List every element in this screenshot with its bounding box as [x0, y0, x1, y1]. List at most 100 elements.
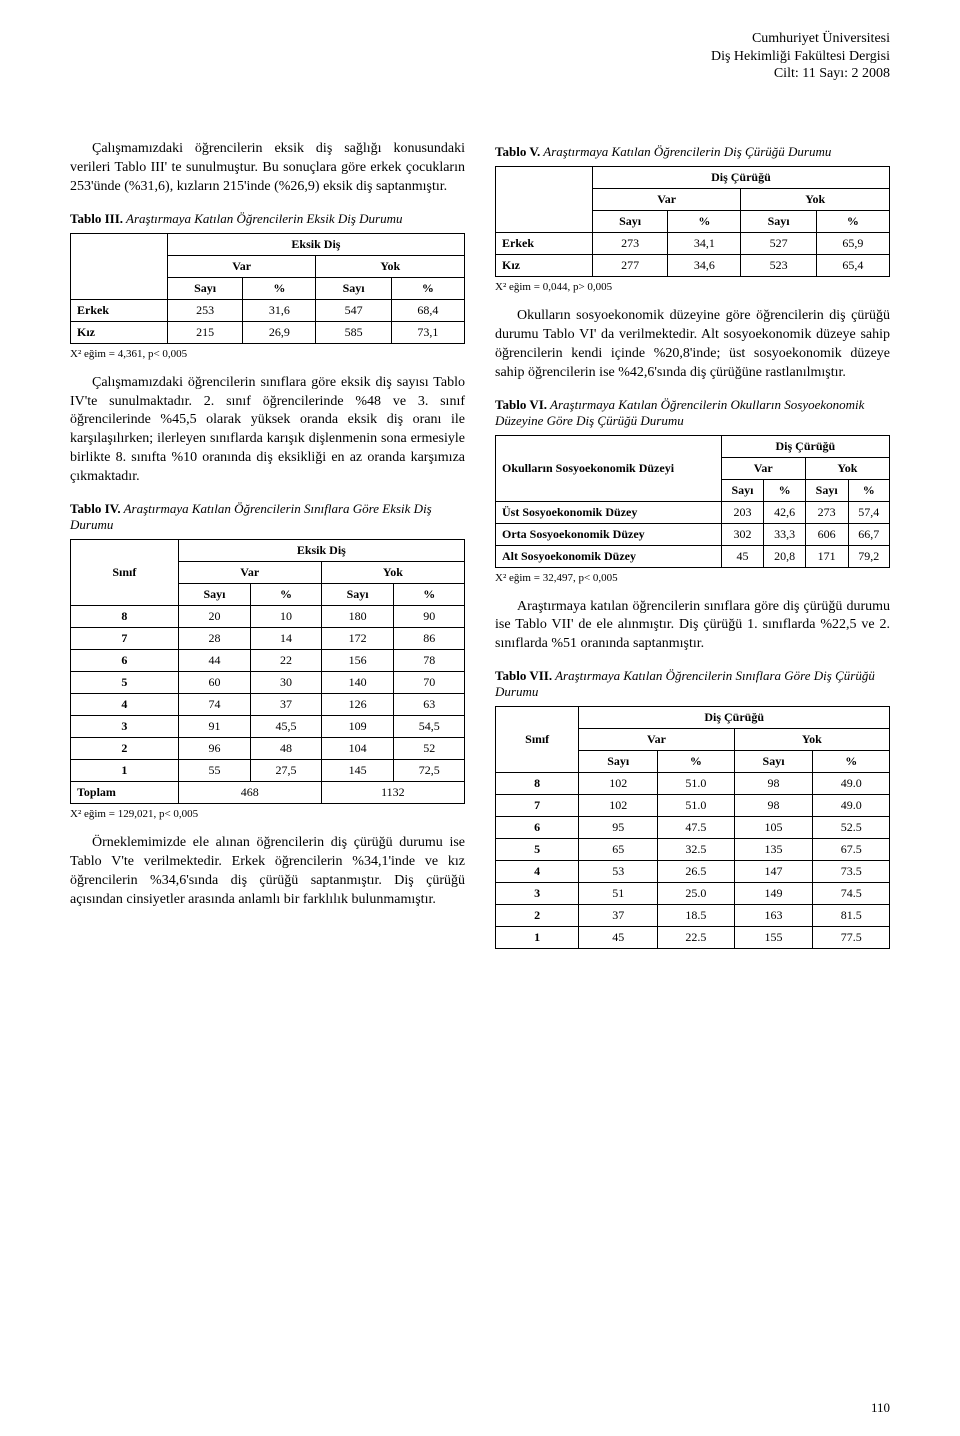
table-7-caption: Tablo VII. Araştırmaya Katılan Öğrencile… [495, 668, 890, 700]
table-row: 5 60 30 140 70 [71, 672, 465, 694]
row-v4: 86 [394, 628, 465, 650]
row-v3: 156 [321, 650, 394, 672]
row-v1: 96 [178, 738, 251, 760]
right-paragraph-2: Araştırmaya katılan öğrencilerin sınıfla… [495, 598, 890, 655]
row-v4: 73.5 [813, 861, 890, 883]
row-v1: 102 [579, 795, 658, 817]
row-v1: 203 [721, 501, 764, 523]
row-label: 7 [71, 628, 179, 650]
row-v4: 65,4 [816, 255, 889, 277]
table-row: 2 37 18.5 163 81.5 [496, 905, 890, 927]
table-4: Sınıf Eksik Diş Var Yok Sayı % Sayı % [70, 539, 465, 804]
row-v2: 45,5 [251, 716, 322, 738]
table-row: 5 65 32.5 135 67.5 [496, 839, 890, 861]
table-5-head-top: Diş Çürüğü [592, 167, 889, 189]
table-7-caption-bold: Tablo VII. [495, 668, 552, 683]
row-label: 2 [71, 738, 179, 760]
journal-header: Cumhuriyet Üniversitesi Diş Hekimliği Fa… [711, 30, 890, 83]
row-v4: 49.0 [813, 773, 890, 795]
row-v2: 14 [251, 628, 322, 650]
table-4-head-var: Var [178, 562, 321, 584]
row-v1: 55 [178, 760, 251, 782]
table-row: 6 44 22 156 78 [71, 650, 465, 672]
row-v3: 172 [321, 628, 394, 650]
row-v2: 18.5 [658, 905, 735, 927]
table-row: 8 102 51.0 98 49.0 [496, 773, 890, 795]
row-v3: 547 [316, 299, 391, 321]
table-4-footnote: X² eğim = 129,021, p< 0,005 [70, 808, 465, 820]
table-3-footnote: X² eğim = 4,361, p< 0,005 [70, 348, 465, 360]
table-5-head-sayi-2: Sayı [741, 211, 816, 233]
table-5-caption-bold: Tablo V. [495, 144, 540, 159]
row-v1: 74 [178, 694, 251, 716]
table-3-caption: Tablo III. Araştırmaya Katılan Öğrencile… [70, 211, 465, 227]
table-5-caption-ital: Araştırmaya Katılan Öğrencilerin Diş Çür… [540, 144, 831, 159]
right-paragraph-1: Okulların sosyoekonomik düzeyine göre öğ… [495, 307, 890, 383]
row-v1: 28 [178, 628, 251, 650]
table-6-head-top: Diş Çürüğü [721, 435, 889, 457]
table-row: Kız 215 26,9 585 73,1 [71, 321, 465, 343]
table-4-head-sayi-2: Sayı [321, 584, 394, 606]
table-3: Eksik Diş Var Yok Sayı % Sayı % Erkek [70, 233, 465, 344]
row-v2: 30 [251, 672, 322, 694]
table-7-head-sayi-1: Sayı [579, 751, 658, 773]
row-label: Üst Sosyoekonomik Düzey [496, 501, 722, 523]
table-6-head-sayi-2: Sayı [805, 479, 848, 501]
table-6-head-sayi-1: Sayı [721, 479, 764, 501]
table-4-total-row: Toplam 468 1132 [71, 782, 465, 804]
table-4-caption: Tablo IV. Araştırmaya Katılan Öğrenciler… [70, 501, 465, 533]
table-row: Kız 277 34,6 523 65,4 [496, 255, 890, 277]
table-row: 4 74 37 126 63 [71, 694, 465, 716]
table-row: 2 96 48 104 52 [71, 738, 465, 760]
row-v1: 91 [178, 716, 251, 738]
table-5-head-pct-2: % [816, 211, 889, 233]
row-label: 1 [496, 927, 579, 949]
row-label: 5 [496, 839, 579, 861]
row-label: 5 [71, 672, 179, 694]
row-v4: 54,5 [394, 716, 465, 738]
table-6-body: Üst Sosyoekonomik Düzey 203 42,6 273 57,… [496, 501, 890, 567]
row-v3: 109 [321, 716, 394, 738]
table-7-head-yok: Yok [734, 729, 889, 751]
row-label: 3 [496, 883, 579, 905]
table-3-blank-head [71, 233, 168, 299]
left-paragraph-2: Çalışmamızdaki öğrencilerin sınıflara gö… [70, 374, 465, 487]
table-5-head-pct-1: % [668, 211, 741, 233]
table-row: 3 91 45,5 109 54,5 [71, 716, 465, 738]
table-6-head-pct-1: % [764, 479, 805, 501]
table-row: Orta Sosyoekonomik Düzey 302 33,3 606 66… [496, 523, 890, 545]
row-v2: 20,8 [764, 545, 805, 567]
row-v3: 98 [734, 795, 813, 817]
row-v4: 66,7 [848, 523, 889, 545]
row-v4: 70 [394, 672, 465, 694]
table-4-total-v3: 1132 [321, 782, 464, 804]
row-label: Erkek [71, 299, 168, 321]
table-3-caption-ital: Araştırmaya Katılan Öğrencilerin Eksik D… [123, 211, 403, 226]
table-row: 7 28 14 172 86 [71, 628, 465, 650]
table-6-caption-bold: Tablo VI. [495, 397, 547, 412]
row-v3: 585 [316, 321, 391, 343]
row-v4: 90 [394, 606, 465, 628]
table-row: Alt Sosyoekonomik Düzey 45 20,8 171 79,2 [496, 545, 890, 567]
row-v3: 606 [805, 523, 848, 545]
row-label: 8 [496, 773, 579, 795]
table-row: 1 55 27,5 145 72,5 [71, 760, 465, 782]
table-7-head-pct-1: % [658, 751, 735, 773]
row-v3: 140 [321, 672, 394, 694]
row-label: 7 [496, 795, 579, 817]
row-v1: 37 [579, 905, 658, 927]
table-row: 1 45 22.5 155 77.5 [496, 927, 890, 949]
row-v1: 20 [178, 606, 251, 628]
left-column: Çalışmamızdaki öğrencilerin eksik diş sa… [70, 140, 465, 953]
row-v2: 47.5 [658, 817, 735, 839]
table-6-row-head: Okulların Sosyoekonomik Düzeyi [496, 435, 722, 501]
row-v3: 163 [734, 905, 813, 927]
row-v2: 48 [251, 738, 322, 760]
row-v2: 34,1 [668, 233, 741, 255]
table-5: Diş Çürüğü Var Yok Sayı % Sayı % Erkek [495, 166, 890, 277]
row-label: 6 [71, 650, 179, 672]
table-4-head-sinif: Sınıf [71, 540, 179, 606]
table-row: 7 102 51.0 98 49.0 [496, 795, 890, 817]
table-4-head-pct-2: % [394, 584, 465, 606]
row-v4: 78 [394, 650, 465, 672]
